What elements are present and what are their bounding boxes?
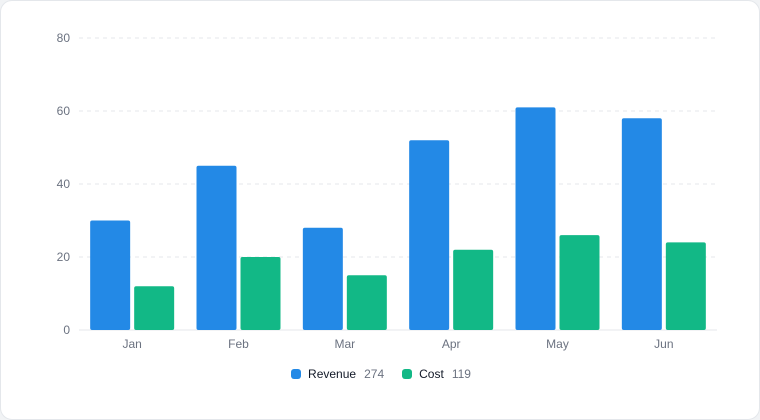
bar-cost-apr[interactable] xyxy=(453,249,494,330)
y-tick-label-20: 20 xyxy=(57,250,71,264)
bar-revenue-jan[interactable] xyxy=(90,220,131,331)
y-tick-label-0: 0 xyxy=(63,323,70,337)
x-tick-label-may: May xyxy=(546,337,569,351)
legend-swatch-revenue xyxy=(291,369,302,379)
bar-cost-mar[interactable] xyxy=(346,275,387,330)
bar-cost-jun[interactable] xyxy=(665,242,706,330)
bar-cost-may[interactable] xyxy=(559,235,600,330)
bar-cost-jan[interactable] xyxy=(134,286,175,330)
x-tick-label-feb: Feb xyxy=(228,337,249,351)
bar-revenue-mar[interactable] xyxy=(302,227,343,330)
legend: Revenue 274 Cost 119 xyxy=(1,367,759,381)
bar-cost-feb[interactable] xyxy=(240,257,281,330)
y-tick-label-40: 40 xyxy=(57,177,71,191)
y-tick-label-60: 60 xyxy=(57,104,71,118)
legend-item-cost[interactable]: Cost 119 xyxy=(402,367,471,381)
bar-revenue-jun[interactable] xyxy=(621,118,662,330)
y-tick-label-80: 80 xyxy=(57,31,71,45)
legend-label-cost: Cost xyxy=(419,367,444,381)
legend-total-revenue: 274 xyxy=(364,367,385,381)
bar-revenue-feb[interactable] xyxy=(196,165,237,330)
x-tick-label-apr: Apr xyxy=(442,337,461,351)
legend-total-cost: 119 xyxy=(451,367,471,381)
legend-item-revenue[interactable]: Revenue 274 xyxy=(291,367,384,381)
bar-revenue-may[interactable] xyxy=(515,107,556,330)
x-tick-label-jun: Jun xyxy=(654,337,673,351)
bar-revenue-apr[interactable] xyxy=(409,140,450,330)
bar-chart: 0 20 40 60 80 Jan Feb Mar Apr May Jun xyxy=(57,31,717,351)
x-tick-label-jan: Jan xyxy=(122,337,141,351)
x-tick-label-mar: Mar xyxy=(334,337,355,351)
legend-swatch-cost xyxy=(402,369,413,379)
legend-label-revenue: Revenue xyxy=(308,367,357,381)
